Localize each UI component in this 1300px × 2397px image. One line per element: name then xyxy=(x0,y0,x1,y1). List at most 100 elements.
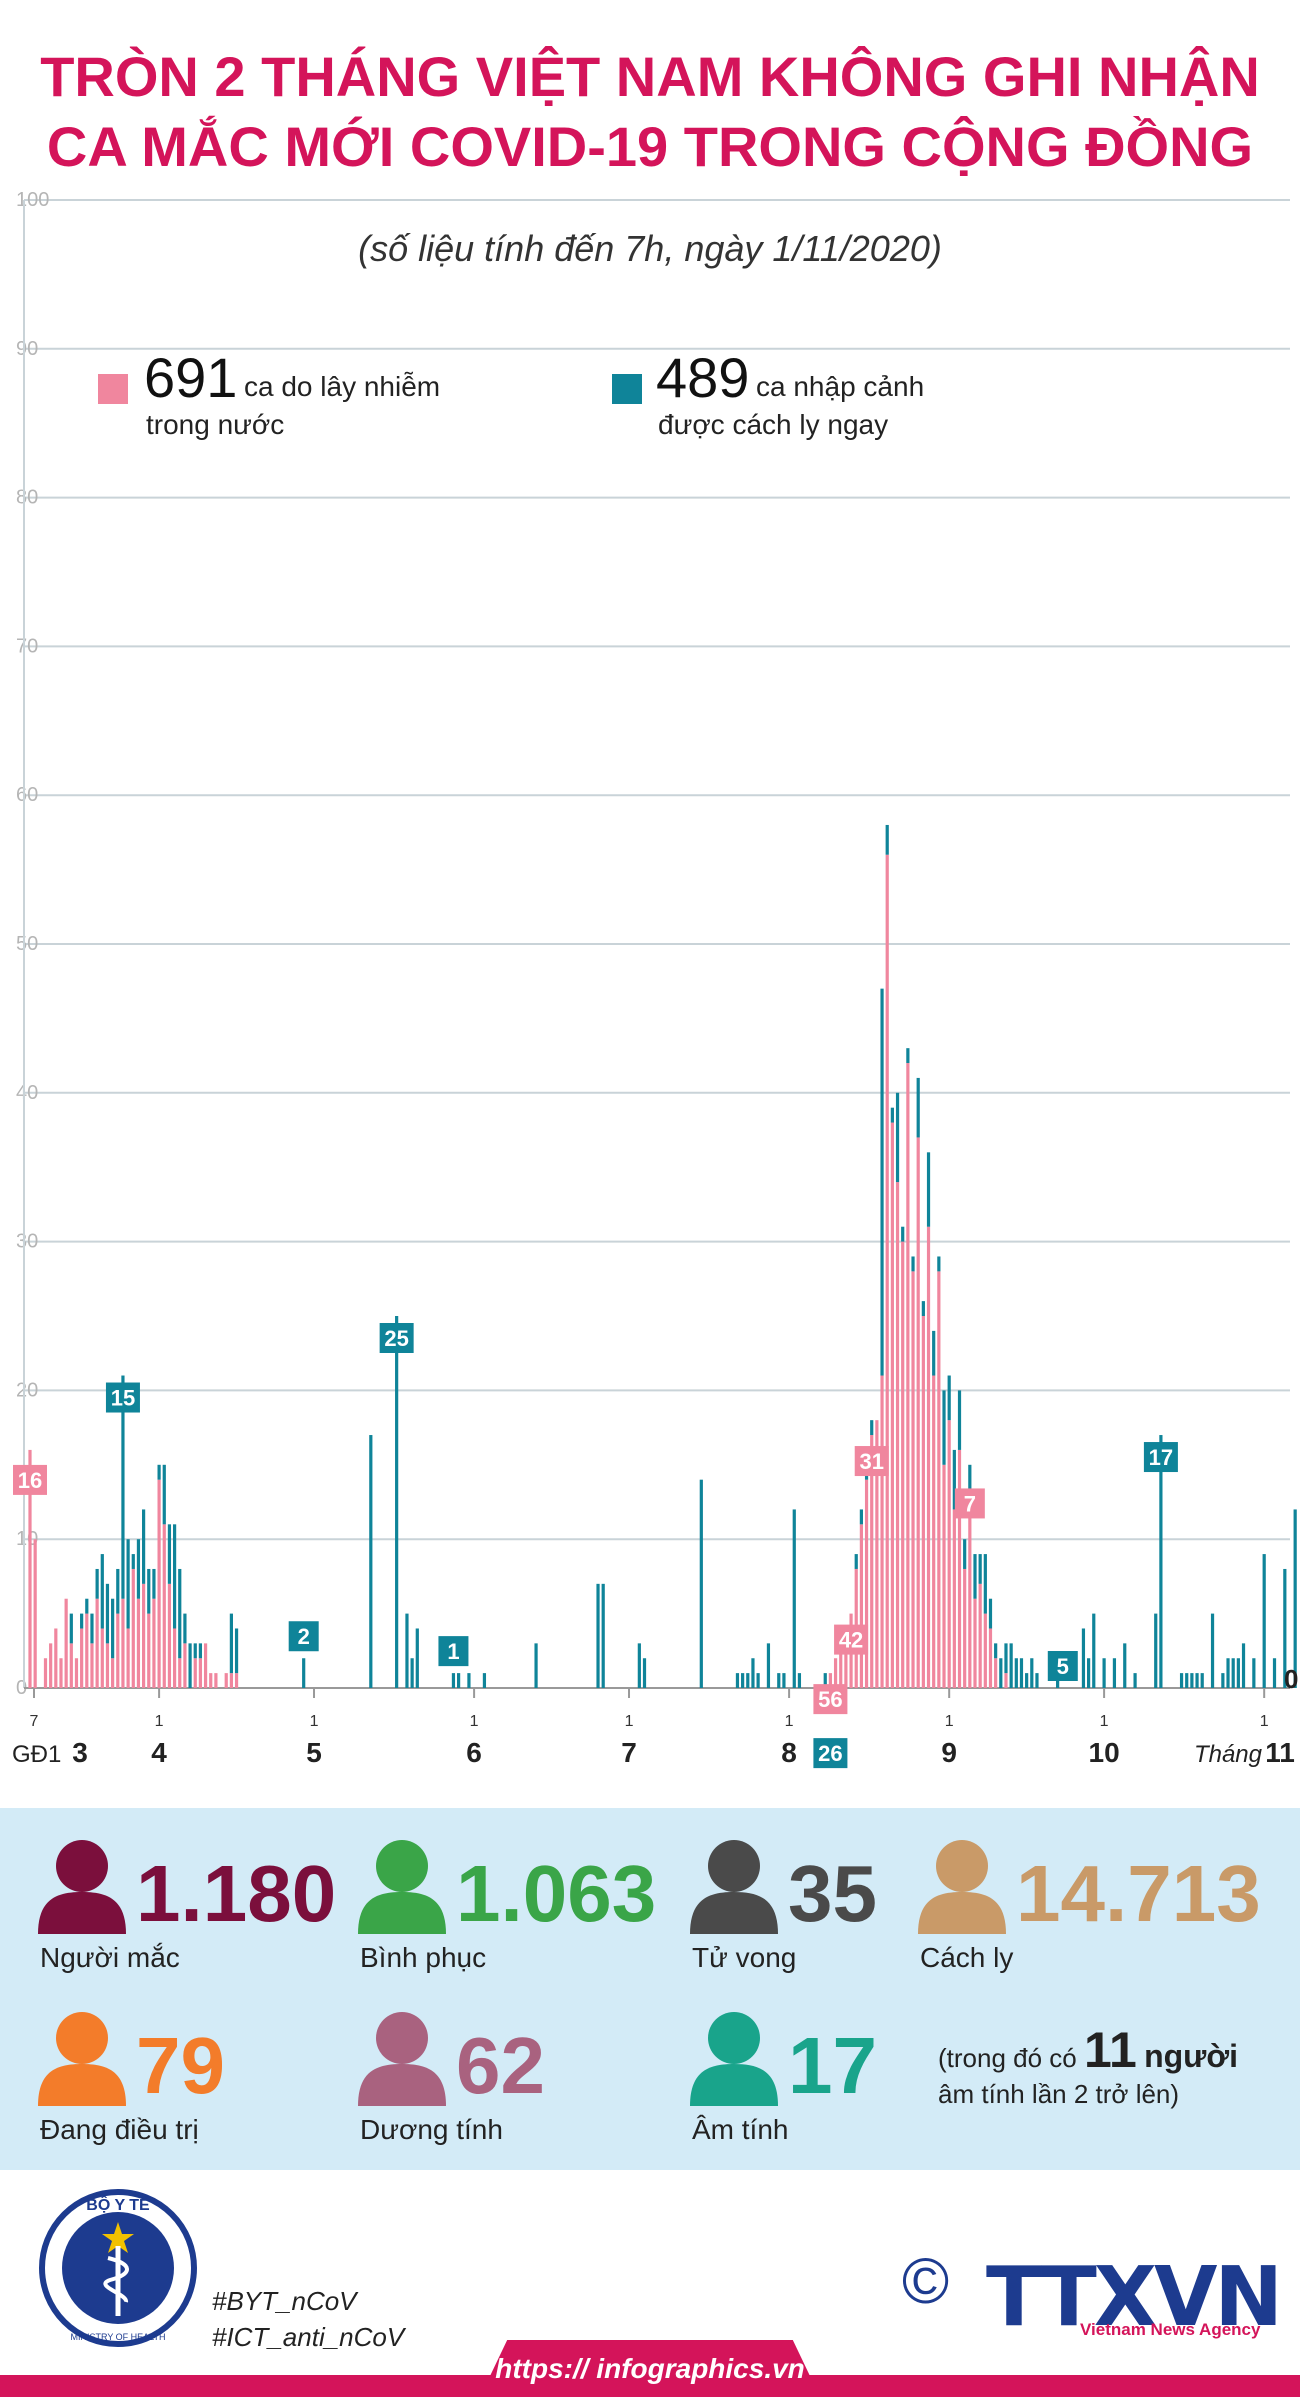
note-post: người xyxy=(1144,2038,1238,2074)
bar-imported xyxy=(1092,1613,1096,1688)
y-tick-label: 70 xyxy=(16,635,38,657)
bar-imported xyxy=(105,1583,110,1644)
stat-value: 35 xyxy=(788,1849,877,1938)
y-tick-label: 40 xyxy=(16,1082,38,1104)
bar-domestic xyxy=(947,1420,951,1688)
bar-imported xyxy=(797,1673,802,1688)
data-label-box xyxy=(438,1636,469,1667)
bar-domestic xyxy=(926,1226,931,1688)
bar-domestic xyxy=(193,1658,197,1688)
website-link[interactable]: https:// infographics.vn xyxy=(495,2353,805,2384)
bar-imported xyxy=(1025,1673,1029,1688)
bar-domestic xyxy=(142,1583,146,1688)
bar-imported xyxy=(823,1673,827,1688)
bar-imported xyxy=(229,1613,233,1674)
bar-imported xyxy=(405,1613,409,1688)
bar-imported xyxy=(1252,1658,1256,1688)
bar-imported xyxy=(1087,1658,1091,1688)
x-month-label: 9 xyxy=(941,1737,957,1768)
x-month-label: 8 xyxy=(781,1737,797,1768)
bar-imported xyxy=(880,988,884,1376)
bar-imported xyxy=(1226,1658,1230,1688)
bar-imported xyxy=(756,1673,760,1688)
bar-domestic xyxy=(162,1524,166,1688)
stat-value: 14.713 xyxy=(1016,1849,1261,1938)
ministry-of-health-logo: BỘ Y TẾ MINISTRY OF HEALTH xyxy=(39,2189,197,2347)
bar-imported xyxy=(911,1256,915,1272)
bar-imported xyxy=(136,1539,141,1599)
bar-domestic xyxy=(90,1643,94,1688)
person-icon xyxy=(918,1840,1006,1934)
bar-imported xyxy=(1123,1643,1127,1688)
legend-swatch-domestic xyxy=(98,374,128,404)
y-tick-label: 100 xyxy=(16,189,49,211)
bar-domestic xyxy=(157,1479,161,1688)
data-label-box xyxy=(1143,1442,1178,1473)
bar-imported xyxy=(596,1583,600,1688)
bar-domestic xyxy=(80,1628,84,1688)
bar-domestic xyxy=(43,1658,48,1688)
person-icon xyxy=(690,1840,778,1934)
y-tick-label: 80 xyxy=(16,487,38,509)
bar-domestic xyxy=(988,1628,993,1688)
bar-imported xyxy=(1272,1658,1277,1688)
data-label-box xyxy=(854,1446,889,1477)
bar-imported xyxy=(932,1330,936,1376)
bar-imported xyxy=(999,1658,1003,1688)
stats-panel xyxy=(0,1808,1300,2170)
footer-bar xyxy=(0,2375,1300,2397)
data-label: 7 xyxy=(964,1491,976,1516)
bar-domestic xyxy=(906,1063,910,1688)
data-label: 15 xyxy=(111,1386,135,1411)
stat-label: Âm tính xyxy=(692,2114,789,2145)
bar-domestic xyxy=(901,1241,905,1688)
bar-imported xyxy=(1179,1673,1184,1688)
bar-imported xyxy=(1102,1658,1106,1688)
title-line-2: CA MẮC MỚI COVID-19 TRONG CỘNG ĐỒNG xyxy=(46,115,1254,178)
bar-domestic xyxy=(978,1583,982,1688)
x-month-label: 3 xyxy=(72,1737,88,1768)
bar-imported xyxy=(1185,1673,1189,1688)
x-month-label: 7 xyxy=(621,1737,637,1768)
bar-imported xyxy=(895,1092,900,1183)
bar-imported xyxy=(859,1509,863,1525)
bar-imported xyxy=(1231,1658,1235,1688)
x-month-label: 5 xyxy=(306,1737,322,1768)
bar-domestic xyxy=(937,1271,941,1688)
bar-imported xyxy=(1014,1658,1018,1688)
legend-number-domestic: 691 xyxy=(144,346,238,409)
bar-imported xyxy=(451,1673,456,1688)
bar-imported xyxy=(735,1673,740,1688)
bar-domestic xyxy=(859,1524,863,1688)
bar-domestic xyxy=(152,1598,156,1688)
x-day-label: 1 xyxy=(945,1713,954,1730)
bar-imported xyxy=(968,1464,972,1510)
bar-imported xyxy=(131,1554,135,1569)
bar-domestic xyxy=(890,1122,894,1688)
y-tick-label: 60 xyxy=(16,784,38,806)
bar-imported xyxy=(1221,1673,1225,1688)
bar-domestic xyxy=(952,1509,956,1688)
bar-domestic xyxy=(85,1613,89,1688)
stat-label: Đang điều trị xyxy=(40,2114,199,2145)
month-prefix-label: Tháng xyxy=(1194,1741,1263,1768)
bar-imported xyxy=(69,1613,73,1644)
data-label: 17 xyxy=(1149,1445,1173,1470)
bar-imported xyxy=(1004,1643,1008,1674)
bar-domestic xyxy=(121,1598,125,1688)
bar-domestic xyxy=(224,1673,228,1688)
bar-imported xyxy=(1190,1673,1194,1688)
bar-imported xyxy=(116,1568,120,1614)
bar-domestic xyxy=(203,1643,208,1688)
bar-domestic xyxy=(870,1435,874,1688)
data-label-box xyxy=(954,1488,985,1519)
bar-domestic xyxy=(147,1613,151,1688)
bar-domestic xyxy=(957,1449,962,1688)
x-month-label: 4 xyxy=(151,1737,167,1768)
stat-label: Tử vong xyxy=(692,1942,797,1973)
bar-imported xyxy=(1133,1673,1137,1688)
bar-imported xyxy=(147,1568,151,1614)
bar-imported xyxy=(952,1449,956,1510)
data-label: 56 xyxy=(818,1687,842,1712)
bar-imported xyxy=(178,1568,182,1659)
